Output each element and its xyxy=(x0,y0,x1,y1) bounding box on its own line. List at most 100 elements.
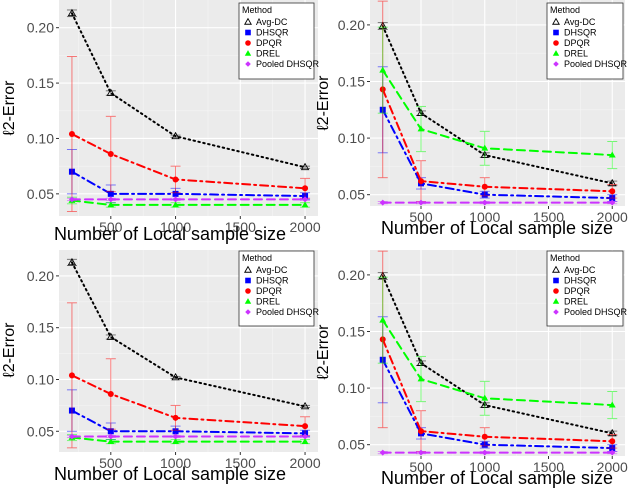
legend-label: DPQR xyxy=(564,286,591,296)
data-point xyxy=(301,438,309,445)
series-line xyxy=(381,108,614,200)
y-tick-label: 0.15 xyxy=(27,320,54,336)
data-point xyxy=(67,257,77,266)
legend-key xyxy=(552,298,560,304)
data-point xyxy=(417,125,425,132)
series-line xyxy=(381,88,614,193)
legend-item: DPQR xyxy=(245,286,283,296)
series-line xyxy=(70,261,307,408)
data-point xyxy=(106,332,116,340)
legend-item: DHSQR xyxy=(553,276,597,286)
data-point xyxy=(106,88,116,96)
legend-label: DPQR xyxy=(256,286,283,296)
x-tick-label: 1000 xyxy=(469,459,500,475)
x-axis-label: Number of Local sample size xyxy=(54,464,286,484)
legend-title: Method xyxy=(242,5,272,15)
y-tick-label: 0.10 xyxy=(338,380,365,396)
legend-label: Pooled DHSQR xyxy=(256,307,320,317)
legend-key xyxy=(552,50,560,56)
data-point xyxy=(418,428,424,435)
y-tick-label: 0.10 xyxy=(338,130,365,146)
legend-item: Pooled DHSQR xyxy=(245,59,320,69)
data-point xyxy=(172,433,179,440)
data-point xyxy=(481,183,488,190)
y-axis-label: ℓ2-Error xyxy=(1,80,18,136)
data-point xyxy=(107,428,114,435)
y-tick-label: 0.10 xyxy=(27,371,54,387)
x-tick-label: 1500 xyxy=(225,219,256,235)
x-axis-label: Number of Local sample size xyxy=(54,224,286,244)
legend-key xyxy=(244,50,252,56)
data-point xyxy=(171,372,180,381)
legend-item: DHSQR xyxy=(553,28,597,38)
y-tick-label: 0.10 xyxy=(27,130,54,146)
series-line xyxy=(381,358,614,450)
series-avg-dc xyxy=(66,8,311,171)
data-point xyxy=(67,8,77,17)
legend-label: Avg-DC xyxy=(564,265,596,275)
chart-panel-bottom-left: 500 1000 1500 2000 0.05 0.10 0.15 0.20 Number of… xyxy=(1,250,321,484)
series-line xyxy=(381,338,614,443)
chart-panel-top-right: 500 1000 1500 2000 0.05 0.10 0.15 0.20 Number of… xyxy=(315,0,628,238)
data-point xyxy=(172,176,179,183)
legend-key xyxy=(245,309,251,315)
data-point xyxy=(417,375,425,382)
data-point xyxy=(609,188,616,195)
data-point xyxy=(107,390,114,397)
legend-label: DPQR xyxy=(256,38,283,48)
data-point xyxy=(172,201,179,208)
series-line xyxy=(381,69,614,157)
data-point xyxy=(379,449,386,456)
y-tick-label: 0.15 xyxy=(338,323,365,339)
y-tick-label: 0.20 xyxy=(27,20,54,36)
x-tick-label: 500 xyxy=(99,219,123,235)
data-point xyxy=(418,178,424,185)
series-dpqr xyxy=(66,56,311,213)
legend-item: Avg-DC xyxy=(552,265,596,275)
x-axis-label: Number of Local sample size xyxy=(381,218,613,238)
y-axis-label: ℓ2-Error xyxy=(315,324,332,380)
data-point xyxy=(481,199,488,206)
series-line xyxy=(70,374,307,428)
series-line xyxy=(70,199,307,206)
data-point xyxy=(172,428,179,435)
legend-label: DHSQR xyxy=(256,28,289,38)
legend-key xyxy=(245,29,251,36)
series-pooled-dhsqr xyxy=(377,449,618,456)
legend-key xyxy=(244,265,252,273)
legend-title: Method xyxy=(242,253,272,263)
legend-item: Pooled DHSQR xyxy=(553,59,628,69)
legend-item: DREL xyxy=(244,49,280,59)
legend-label: Pooled DHSQR xyxy=(564,59,628,69)
series-pooled-dhsqr xyxy=(66,196,311,203)
legend-key xyxy=(553,61,559,67)
data-point xyxy=(609,199,616,206)
legend-item: DREL xyxy=(552,297,588,307)
series-line xyxy=(70,133,307,190)
data-point xyxy=(302,185,309,192)
data-point xyxy=(107,190,114,197)
data-point xyxy=(301,201,309,208)
legend-item: DREL xyxy=(244,297,280,307)
legend-item: DPQR xyxy=(553,38,591,48)
x-tick-label: 1500 xyxy=(225,455,256,471)
legend-label: DREL xyxy=(256,49,280,59)
legend-item: DPQR xyxy=(245,38,283,48)
legend-title: Method xyxy=(550,5,580,15)
y-tick-label: 0.05 xyxy=(338,437,365,453)
legend-label: Avg-DC xyxy=(564,17,596,27)
data-point xyxy=(171,131,180,140)
legend-label: DHSQR xyxy=(256,276,289,286)
legend-item: DREL xyxy=(552,49,588,59)
series-pooled-dhsqr xyxy=(377,199,618,206)
legend-label: DREL xyxy=(564,297,588,307)
x-tick-label: 1500 xyxy=(533,209,564,225)
data-point xyxy=(172,196,179,203)
y-tick-label: 0.20 xyxy=(27,268,54,284)
data-point xyxy=(68,131,75,138)
series-line xyxy=(381,275,614,435)
